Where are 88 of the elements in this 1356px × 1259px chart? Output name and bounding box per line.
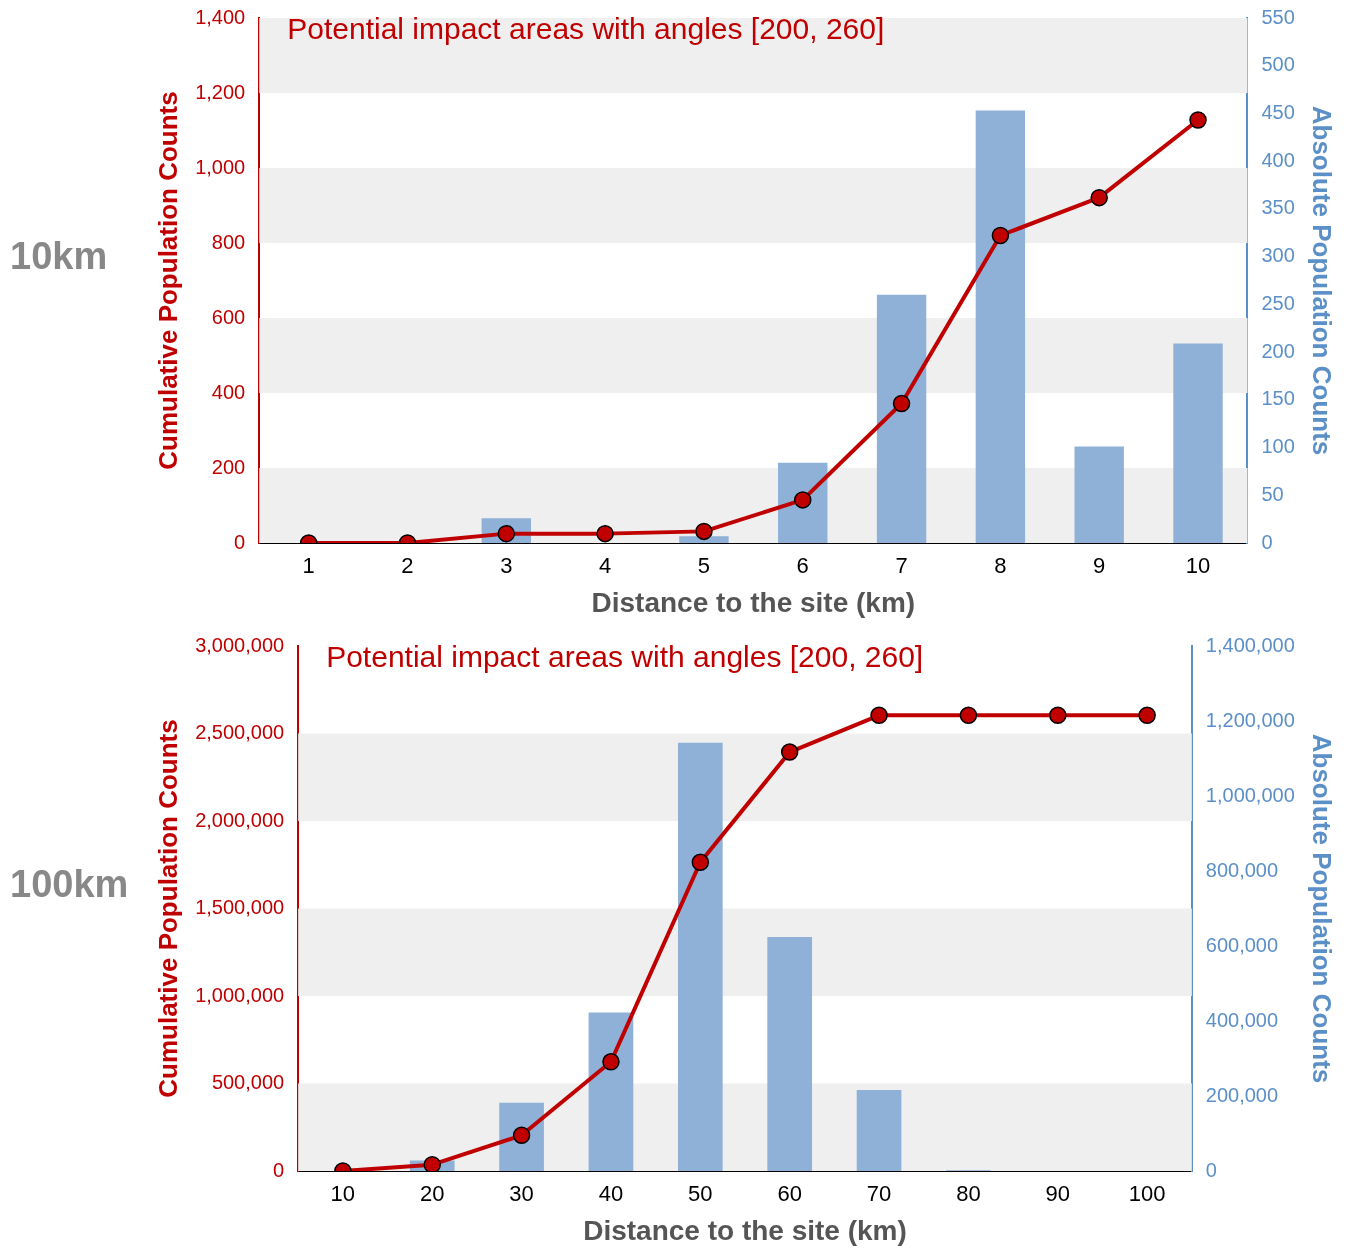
y2-tick-label: 500 — [1261, 53, 1295, 76]
point — [991, 226, 1010, 245]
x-tick-label: 100 — [1128, 1181, 1166, 1207]
bar — [975, 110, 1026, 543]
y-tick-label: 0 — [273, 1158, 285, 1181]
y2-axis-title: Absolute Population Counts — [1307, 733, 1338, 1084]
y2-tick-label: 600,000 — [1205, 933, 1279, 956]
y2-tick-label: 400 — [1261, 148, 1295, 171]
y-tick-label: 2,000,000 — [195, 808, 285, 831]
x-tick-label: 10 — [330, 1181, 356, 1207]
bar — [767, 937, 813, 1171]
x-tick-label: 9 — [1093, 553, 1106, 579]
x-tick-label: 30 — [509, 1181, 534, 1207]
y2-tick-label: 150 — [1261, 387, 1295, 410]
bar — [588, 1012, 634, 1171]
bar — [876, 294, 927, 543]
x-tick-label: 80 — [956, 1181, 981, 1207]
y2-tick-label: 450 — [1261, 100, 1295, 123]
y2-tick-label: 250 — [1261, 291, 1295, 314]
y-tick-label: 400 — [211, 380, 246, 403]
point — [1189, 111, 1207, 129]
y2-tick-label: 300 — [1261, 244, 1295, 267]
y-tick-label: 600 — [211, 305, 246, 328]
x-tick-label: 90 — [1045, 1181, 1071, 1207]
y-tick-label: 1,000,000 — [195, 983, 285, 1006]
x-tick-label: 2 — [401, 553, 414, 579]
chart-title: Potential impact areas with angles [200, 260] — [326, 640, 924, 674]
point — [780, 743, 799, 761]
y-tick-label: 2,500,000 — [195, 721, 285, 744]
y-tick-label: 1,400 — [195, 5, 246, 28]
y-tick-label: 1,200 — [195, 80, 246, 103]
point — [1049, 706, 1067, 725]
x-tick-label: 10 — [1185, 553, 1211, 579]
text: 10km — [10, 235, 108, 278]
text: 100km — [10, 863, 129, 906]
y2-tick-label: 1,000,000 — [1205, 783, 1295, 806]
x-tick-label: 20 — [419, 1181, 445, 1207]
y2-tick-label: 350 — [1261, 196, 1295, 219]
y2-tick-label: 400,000 — [1205, 1008, 1279, 1031]
point — [596, 524, 614, 543]
x-tick-label: 40 — [598, 1181, 624, 1207]
y2-tick-label: 1,400,000 — [1205, 633, 1295, 656]
y2-tick-label: 200,000 — [1205, 1083, 1279, 1106]
y-tick-label: 500,000 — [211, 1071, 285, 1094]
y2-tick-label: 1,200,000 — [1205, 708, 1295, 731]
point — [423, 1155, 441, 1171]
x-tick-label: 5 — [697, 553, 711, 579]
point — [1090, 188, 1108, 207]
x-axis-title: Distance to the site (km) — [591, 586, 916, 618]
x-tick-label: 1 — [302, 553, 315, 579]
y-tick-label: 200 — [211, 455, 246, 478]
point — [794, 491, 812, 509]
y-tick-label: 800 — [211, 230, 246, 253]
y2-tick-label: 50 — [1261, 482, 1284, 505]
chart-title: Potential impact areas with angles [200, 260] — [287, 12, 885, 46]
y2-tick-label: 0 — [1261, 530, 1273, 553]
y-tick-label: 3,000,000 — [195, 633, 285, 656]
y2-tick-label: 0 — [1205, 1158, 1217, 1181]
point — [959, 706, 978, 725]
bar — [1074, 446, 1124, 543]
y-tick-label: 1,500,000 — [195, 896, 285, 919]
point — [870, 706, 888, 725]
y2-axis-title: Absolute Population Counts — [1307, 105, 1338, 456]
bar — [856, 1090, 902, 1171]
y-tick-label: 1,000 — [195, 155, 246, 178]
y-axis-title: Cumulative Population Counts — [152, 91, 183, 470]
x-tick-label: 50 — [688, 1181, 713, 1207]
y2-tick-label: 200 — [1261, 339, 1295, 362]
bar — [1173, 343, 1223, 543]
point — [892, 394, 911, 413]
point — [691, 853, 710, 872]
x-tick-label: 7 — [895, 553, 908, 579]
x-tick-label: 70 — [866, 1181, 892, 1207]
bar — [677, 742, 723, 1171]
x-axis-title: Distance to the site (km) — [583, 1214, 907, 1246]
y2-tick-label: 550 — [1261, 5, 1295, 28]
y2-tick-label: 800,000 — [1205, 858, 1279, 881]
x-tick-label: 6 — [796, 553, 809, 579]
point — [602, 1053, 620, 1071]
x-tick-label: 8 — [994, 553, 1007, 579]
x-tick-label: 3 — [500, 553, 513, 579]
y-tick-label: 0 — [234, 530, 246, 553]
point — [1138, 706, 1156, 725]
x-tick-label: 60 — [777, 1181, 802, 1207]
y2-tick-label: 100 — [1261, 435, 1295, 458]
x-tick-label: 4 — [598, 553, 612, 579]
y-axis-title: Cumulative Population Counts — [152, 719, 183, 1098]
point — [695, 522, 713, 541]
